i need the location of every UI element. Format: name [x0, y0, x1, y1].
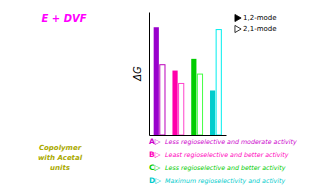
bar	[154, 27, 159, 135]
axis-line	[149, 13, 150, 136]
annotation: Less regioselective and moderate activit…	[165, 138, 297, 146]
annotation: Less regioselective and better activity	[165, 164, 286, 172]
legend-label: 1,2-mode	[243, 14, 277, 22]
left-title: E + DVF	[41, 13, 86, 24]
annotation: Least regioselective and better activity	[165, 151, 289, 159]
axis-line	[150, 135, 227, 136]
annotation: Copolymerwith Acetalunits	[38, 144, 83, 172]
bar	[210, 90, 215, 135]
x-axis	[150, 135, 227, 136]
legend-label: 2,1-mode	[243, 25, 277, 33]
bar	[172, 71, 177, 135]
bar	[179, 83, 184, 135]
annotation-label: A▷	[149, 137, 161, 146]
bar	[191, 59, 196, 135]
chart: ΔG 1,2-mode 2,1-mode E + DVF Copolymerwith A…	[0, 0, 327, 189]
bar	[197, 74, 202, 135]
annotation-label: D▷	[149, 176, 161, 185]
legend-symbol	[235, 14, 241, 21]
legend-symbol	[235, 25, 241, 32]
bars	[154, 27, 222, 135]
bar	[216, 30, 221, 135]
annotation: Maximum regioselectivity and activity	[165, 177, 286, 185]
y-axis	[149, 13, 150, 136]
annotation-label: C▷	[149, 163, 161, 172]
bar	[160, 65, 165, 135]
annotation-label: B▷	[149, 150, 161, 159]
legend: 1,2-mode 2,1-mode	[235, 14, 277, 33]
y-label: ΔG	[132, 66, 143, 82]
